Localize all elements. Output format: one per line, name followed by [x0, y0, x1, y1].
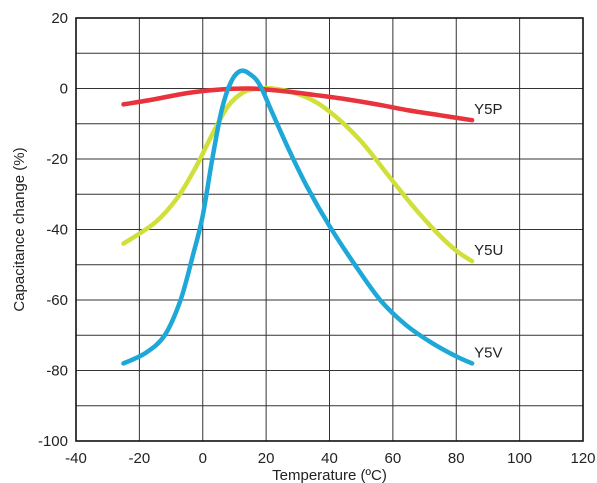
x-tick-label: 60: [385, 450, 402, 467]
y-tick-label: -60: [46, 292, 68, 309]
series-label-y5u: Y5U: [474, 242, 503, 259]
series-line-y5v: [121, 68, 475, 366]
series-label-y5p: Y5P: [474, 101, 502, 118]
x-tick-label: 20: [258, 450, 275, 467]
series-labels: Y5U Y5P Y5V: [474, 101, 503, 361]
x-tick-labels: -40 -20 0 20 40 60 80 100 120: [65, 450, 595, 467]
x-tick-label: 40: [321, 450, 338, 467]
plot-frame: [75, 17, 584, 442]
series-lines: [121, 68, 475, 366]
series-label-y5v: Y5V: [474, 344, 502, 361]
x-tick-label: 120: [570, 450, 595, 467]
x-tick-label: -40: [65, 450, 87, 467]
y-axis-title: Capacitance change (%): [11, 147, 28, 311]
y-tick-label: -80: [46, 363, 68, 380]
x-tick-label: 80: [448, 450, 465, 467]
x-tick-label: 100: [507, 450, 532, 467]
x-tick-label: -20: [129, 450, 151, 467]
series-line-y5p: [121, 86, 475, 123]
y-tick-label: -20: [46, 151, 68, 168]
y-tick-label: 20: [51, 10, 68, 27]
y-tick-label: -100: [38, 433, 68, 450]
y-tick-label: -40: [46, 222, 68, 239]
x-tick-label: 0: [199, 450, 207, 467]
x-axis-title: Temperature (ºC): [272, 467, 387, 483]
y-tick-labels: -100 -80 -60 -40 -20 0 20: [38, 10, 68, 450]
y-tick-label: 0: [60, 81, 68, 98]
